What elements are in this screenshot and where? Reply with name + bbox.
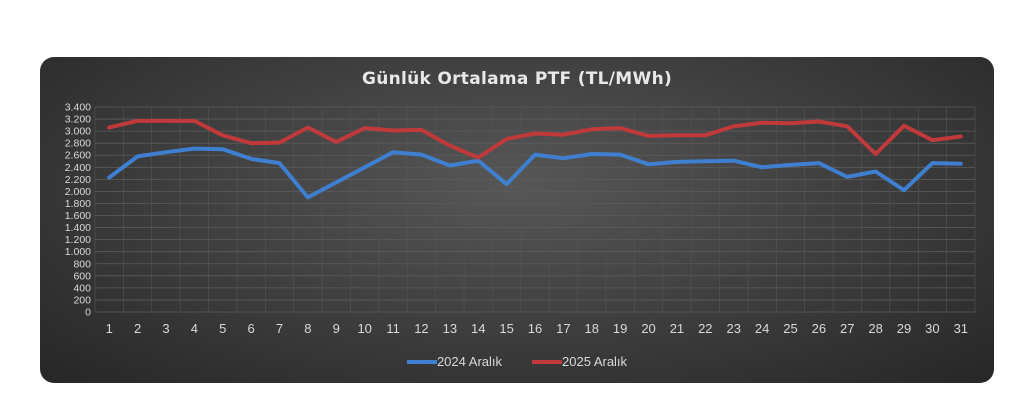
y-tick-label: 2.200 — [65, 174, 91, 186]
series-line-2024 — [107, 146, 963, 200]
x-tick-label: 23 — [726, 321, 740, 336]
x-tick-label: 26 — [812, 321, 826, 336]
chart-title: Günlük Ortalama PTF (TL/MWh) — [361, 69, 673, 89]
y-tick-label: 2.800 — [65, 138, 91, 150]
y-tick-label: 400 — [73, 282, 91, 294]
legend-label-2025: 2025 Aralık — [562, 354, 628, 369]
y-tick-label: 1.000 — [65, 246, 91, 258]
y-tick-label: 3.400 — [65, 102, 91, 114]
x-tick-label: 14 — [471, 321, 485, 336]
x-tick-label: 17 — [556, 321, 570, 336]
x-tick-label: 31 — [954, 321, 968, 336]
axis-layer: 02004006008001.0001.2001.4001.6001.8002.… — [65, 102, 968, 337]
y-tick-label: 3.000 — [65, 126, 91, 138]
series-layer — [107, 118, 963, 200]
y-tick-label: 1.200 — [65, 234, 91, 246]
x-tick-label: 9 — [333, 321, 340, 336]
x-tick-label: 4 — [191, 321, 198, 336]
x-tick-label: 18 — [585, 321, 599, 336]
x-tick-label: 11 — [386, 321, 400, 336]
y-tick-label: 3.200 — [65, 114, 91, 126]
x-tick-label: 12 — [414, 321, 428, 336]
x-tick-label: 5 — [219, 321, 226, 336]
x-tick-label: 20 — [641, 321, 655, 336]
x-tick-label: 6 — [248, 321, 255, 336]
x-tick-label: 30 — [925, 321, 939, 336]
x-tick-label: 19 — [613, 321, 627, 336]
x-tick-label: 24 — [755, 321, 769, 336]
y-tick-label: 1.600 — [65, 210, 91, 222]
x-tick-label: 13 — [443, 321, 457, 336]
plot-area: 02004006008001.0001.2001.4001.6001.8002.… — [65, 102, 976, 337]
legend-item-2024: 2024 Aralık — [406, 354, 502, 369]
y-tick-label: 600 — [73, 270, 91, 282]
legend-label-2024: 2024 Aralık — [436, 354, 502, 369]
y-tick-label: 0 — [85, 307, 91, 319]
x-tick-label: 21 — [670, 321, 684, 336]
x-tick-label: 7 — [276, 321, 283, 336]
legend-swatch-2025 — [532, 359, 562, 364]
x-tick-label: 25 — [783, 321, 797, 336]
y-tick-label: 2.000 — [65, 186, 91, 198]
x-tick-label: 1 — [106, 321, 113, 336]
legend-swatch-2024 — [406, 359, 437, 364]
x-tick-label: 2 — [134, 321, 141, 336]
x-tick-label: 8 — [304, 321, 311, 336]
y-tick-label: 2.600 — [65, 150, 91, 162]
series-line-2025 — [107, 118, 963, 160]
y-tick-label: 1.800 — [65, 198, 91, 210]
x-tick-label: 28 — [868, 321, 882, 336]
y-tick-label: 800 — [73, 258, 91, 270]
y-tick-label: 200 — [73, 294, 91, 306]
x-tick-label: 29 — [897, 321, 911, 336]
x-tick-label: 15 — [499, 321, 513, 336]
x-tick-label: 22 — [698, 321, 712, 336]
y-tick-label: 2.400 — [65, 162, 91, 174]
x-tick-label: 16 — [528, 321, 542, 336]
legend: 2024 Aralık 2025 Aralık — [40, 354, 994, 369]
grid-layer — [94, 106, 976, 313]
x-tick-label: 10 — [357, 321, 371, 336]
y-tick-label: 1.400 — [65, 222, 91, 234]
x-tick-label: 27 — [840, 321, 854, 336]
legend-item-2025: 2025 Aralık — [532, 354, 627, 369]
chart-card: Günlük Ortalama PTF (TL/MWh) 0 200 400 600 8… — [40, 57, 994, 383]
x-tick-label: 3 — [162, 321, 169, 336]
